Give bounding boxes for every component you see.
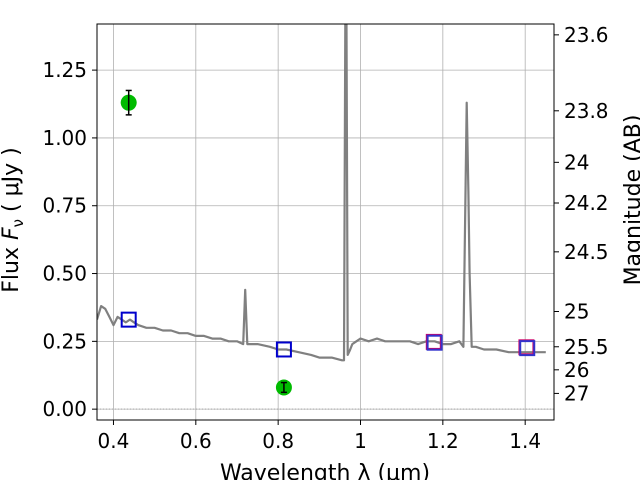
y-axis-label-subscript: ν bbox=[9, 219, 27, 227]
y-axis-label-symbol: F bbox=[0, 227, 24, 240]
y2-tick-label-8: 27 bbox=[564, 381, 589, 405]
y2-tick-label-0: 23.6 bbox=[564, 23, 609, 47]
y-tick-label-2: 0.50 bbox=[42, 262, 87, 286]
photometry-point-1 bbox=[275, 379, 292, 396]
y2-tick-label-1: 23.8 bbox=[564, 99, 609, 123]
model-square-0 bbox=[120, 311, 137, 328]
plot-frame bbox=[96, 23, 555, 421]
plot-area bbox=[97, 24, 554, 410]
y-tick-label-5: 1.25 bbox=[42, 58, 87, 82]
x-tick-label-0: 0.4 bbox=[98, 429, 130, 453]
axes: 0.4 0.6 0.8 1 1.2 1.4 0.00 0.25 0.50 0.75 1.00 1.25… bbox=[42, 23, 608, 453]
y-tick-label-0: 0.00 bbox=[42, 397, 87, 421]
model-square-1 bbox=[275, 341, 292, 358]
x-axis-label: Wavelength λ (μm) bbox=[220, 461, 430, 480]
photometry-markers bbox=[120, 89, 536, 396]
y2-tick-label-4: 24.5 bbox=[564, 240, 609, 264]
x-tick-label-4: 1.2 bbox=[427, 429, 459, 453]
y-axis-label: Flux Fν ( μJy ) bbox=[0, 147, 27, 292]
y-axis-label-pre: Flux bbox=[0, 240, 24, 293]
y-tick-label-1: 0.25 bbox=[42, 329, 87, 353]
x-tick-label-1: 0.6 bbox=[180, 429, 212, 453]
y2-tick-label-2: 24 bbox=[564, 150, 589, 174]
photometry-point-0 bbox=[120, 89, 137, 116]
y-tick-label-4: 1.00 bbox=[42, 126, 87, 150]
y2-tick-label-5: 25 bbox=[564, 300, 589, 324]
series-line-0 bbox=[97, 24, 546, 362]
axis-labels: Wavelength λ (μm) Flux Fν ( μJy ) Magnit… bbox=[0, 115, 640, 480]
y2-tick-label-3: 24.2 bbox=[564, 191, 609, 215]
grid bbox=[97, 24, 554, 420]
x-tick-label-5: 1.4 bbox=[509, 429, 541, 453]
x-tick-label-3: 1 bbox=[354, 429, 367, 453]
y-tick-label-3: 0.75 bbox=[42, 194, 87, 218]
y-axis-label-post: ( μJy ) bbox=[0, 147, 24, 219]
model-square-5 bbox=[519, 340, 536, 357]
y2-tick-label-6: 25.5 bbox=[564, 335, 609, 359]
x-tick-label-2: 0.8 bbox=[262, 429, 294, 453]
model-square-3 bbox=[426, 334, 443, 351]
y2-tick-label-7: 26 bbox=[564, 358, 589, 382]
y2-axis-label: Magnitude (AB) bbox=[621, 115, 640, 286]
